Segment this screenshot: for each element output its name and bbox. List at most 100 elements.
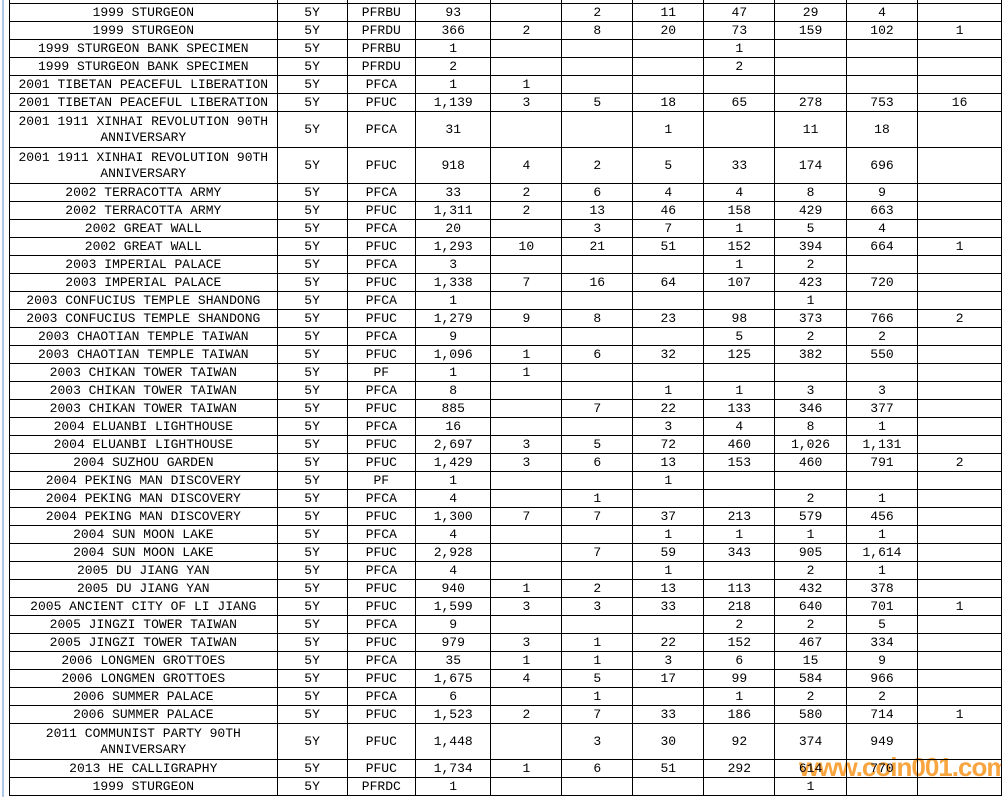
count-cell[interactable] [704, 364, 776, 382]
grade-cell[interactable]: PFCA [347, 112, 417, 148]
total-count-cell[interactable]: 940 [416, 580, 492, 598]
count-cell[interactable] [918, 256, 1002, 274]
count-cell[interactable] [562, 382, 634, 400]
count-cell[interactable] [918, 112, 1002, 148]
count-cell[interactable] [491, 220, 563, 238]
count-cell[interactable]: 9 [846, 184, 919, 202]
count-cell[interactable] [704, 112, 776, 148]
coin-name-cell[interactable]: 2002 TERRACOTTA ARMY [9, 202, 278, 220]
count-cell[interactable]: 213 [704, 508, 776, 526]
count-cell[interactable]: 22 [633, 634, 705, 652]
count-cell[interactable] [846, 58, 919, 76]
count-cell[interactable] [775, 58, 847, 76]
count-cell[interactable]: 13 [562, 202, 634, 220]
count-cell[interactable]: 2 [775, 490, 847, 508]
count-cell[interactable]: 6 [562, 454, 634, 472]
count-cell[interactable]: 125 [704, 346, 776, 364]
count-cell[interactable]: 460 [775, 454, 847, 472]
count-cell[interactable] [491, 472, 563, 490]
count-cell[interactable] [918, 202, 1002, 220]
count-cell[interactable] [918, 418, 1002, 436]
denomination-cell[interactable]: 5Y [277, 418, 348, 436]
count-cell[interactable] [918, 508, 1002, 526]
coin-name-cell[interactable]: 2006 SUMMER PALACE [9, 688, 278, 706]
count-cell[interactable]: 753 [846, 94, 919, 112]
total-count-cell[interactable]: 1,293 [416, 238, 492, 256]
total-count-cell[interactable]: 979 [416, 634, 492, 652]
total-count-cell[interactable]: 2 [416, 58, 492, 76]
coin-name-cell[interactable]: 1999 STURGEON [9, 4, 278, 22]
coin-name-cell[interactable]: 2005 DU JIANG YAN [9, 580, 278, 598]
count-cell[interactable] [491, 292, 563, 310]
count-cell[interactable] [491, 256, 563, 274]
grade-cell[interactable]: PFUC [347, 634, 417, 652]
count-cell[interactable]: 6 [562, 760, 634, 778]
denomination-cell[interactable]: 5Y [277, 652, 348, 670]
count-cell[interactable]: 218 [704, 598, 776, 616]
count-cell[interactable] [491, 778, 563, 796]
count-cell[interactable] [633, 364, 705, 382]
total-count-cell[interactable]: 93 [416, 4, 492, 22]
coin-name-cell[interactable]: 2004 ELUANBI LIGHTHOUSE [9, 436, 278, 454]
count-cell[interactable]: 1,131 [846, 436, 919, 454]
count-cell[interactable]: 8 [775, 418, 847, 436]
count-cell[interactable] [918, 652, 1002, 670]
count-cell[interactable]: 2 [775, 562, 847, 580]
grade-cell[interactable]: PFUC [347, 454, 417, 472]
coin-name-cell[interactable]: 2004 PEKING MAN DISCOVERY [9, 508, 278, 526]
total-count-cell[interactable]: 1,338 [416, 274, 492, 292]
count-cell[interactable]: 17 [633, 670, 705, 688]
count-cell[interactable] [633, 76, 705, 94]
coin-name-cell[interactable]: 2001 1911 XINHAI REVOLUTION 90TH ANNIVER… [9, 148, 278, 184]
count-cell[interactable]: 2 [491, 706, 563, 724]
total-count-cell[interactable]: 1,096 [416, 346, 492, 364]
count-cell[interactable] [633, 616, 705, 634]
count-cell[interactable]: 18 [633, 94, 705, 112]
count-cell[interactable] [918, 634, 1002, 652]
count-cell[interactable]: 16 [918, 94, 1002, 112]
count-cell[interactable]: 22 [633, 400, 705, 418]
denomination-cell[interactable]: 5Y [277, 184, 348, 202]
count-cell[interactable]: 18 [846, 112, 919, 148]
count-cell[interactable]: 3 [562, 220, 634, 238]
count-cell[interactable]: 1 [704, 382, 776, 400]
count-cell[interactable] [918, 148, 1002, 184]
grade-cell[interactable]: PFUC [347, 400, 417, 418]
count-cell[interactable] [918, 562, 1002, 580]
count-cell[interactable]: 102 [846, 22, 919, 40]
count-cell[interactable]: 1 [491, 346, 563, 364]
count-cell[interactable] [491, 526, 563, 544]
denomination-cell[interactable]: 5Y [277, 472, 348, 490]
total-count-cell[interactable]: 1,311 [416, 202, 492, 220]
empty-cell[interactable] [491, 0, 563, 4]
count-cell[interactable] [562, 418, 634, 436]
grade-cell[interactable]: PFCA [347, 616, 417, 634]
count-cell[interactable]: 579 [775, 508, 847, 526]
count-cell[interactable]: 3 [633, 652, 705, 670]
count-cell[interactable] [633, 256, 705, 274]
count-cell[interactable]: 292 [704, 760, 776, 778]
coin-name-cell[interactable]: 2013 HE CALLIGRAPHY [9, 760, 278, 778]
grade-cell[interactable]: PFUC [347, 202, 417, 220]
count-cell[interactable] [562, 328, 634, 346]
coin-name-cell[interactable]: 2002 TERRACOTTA ARMY [9, 184, 278, 202]
count-cell[interactable] [846, 778, 919, 796]
count-cell[interactable]: 6 [704, 652, 776, 670]
total-count-cell[interactable]: 1,429 [416, 454, 492, 472]
total-count-cell[interactable]: 1 [416, 40, 492, 58]
count-cell[interactable] [918, 544, 1002, 562]
coin-name-cell[interactable]: 2003 CHIKAN TOWER TAIWAN [9, 400, 278, 418]
count-cell[interactable]: 1 [846, 418, 919, 436]
count-cell[interactable]: 423 [775, 274, 847, 292]
total-count-cell[interactable]: 366 [416, 22, 492, 40]
count-cell[interactable]: 16 [562, 274, 634, 292]
count-cell[interactable]: 1 [918, 598, 1002, 616]
count-cell[interactable]: 701 [846, 598, 919, 616]
count-cell[interactable] [918, 616, 1002, 634]
count-cell[interactable]: 13 [633, 454, 705, 472]
total-count-cell[interactable]: 8 [416, 382, 492, 400]
denomination-cell[interactable]: 5Y [277, 598, 348, 616]
coin-name-cell[interactable]: 2005 JINGZI TOWER TAIWAN [9, 616, 278, 634]
denomination-cell[interactable]: 5Y [277, 724, 348, 760]
denomination-cell[interactable]: 5Y [277, 40, 348, 58]
